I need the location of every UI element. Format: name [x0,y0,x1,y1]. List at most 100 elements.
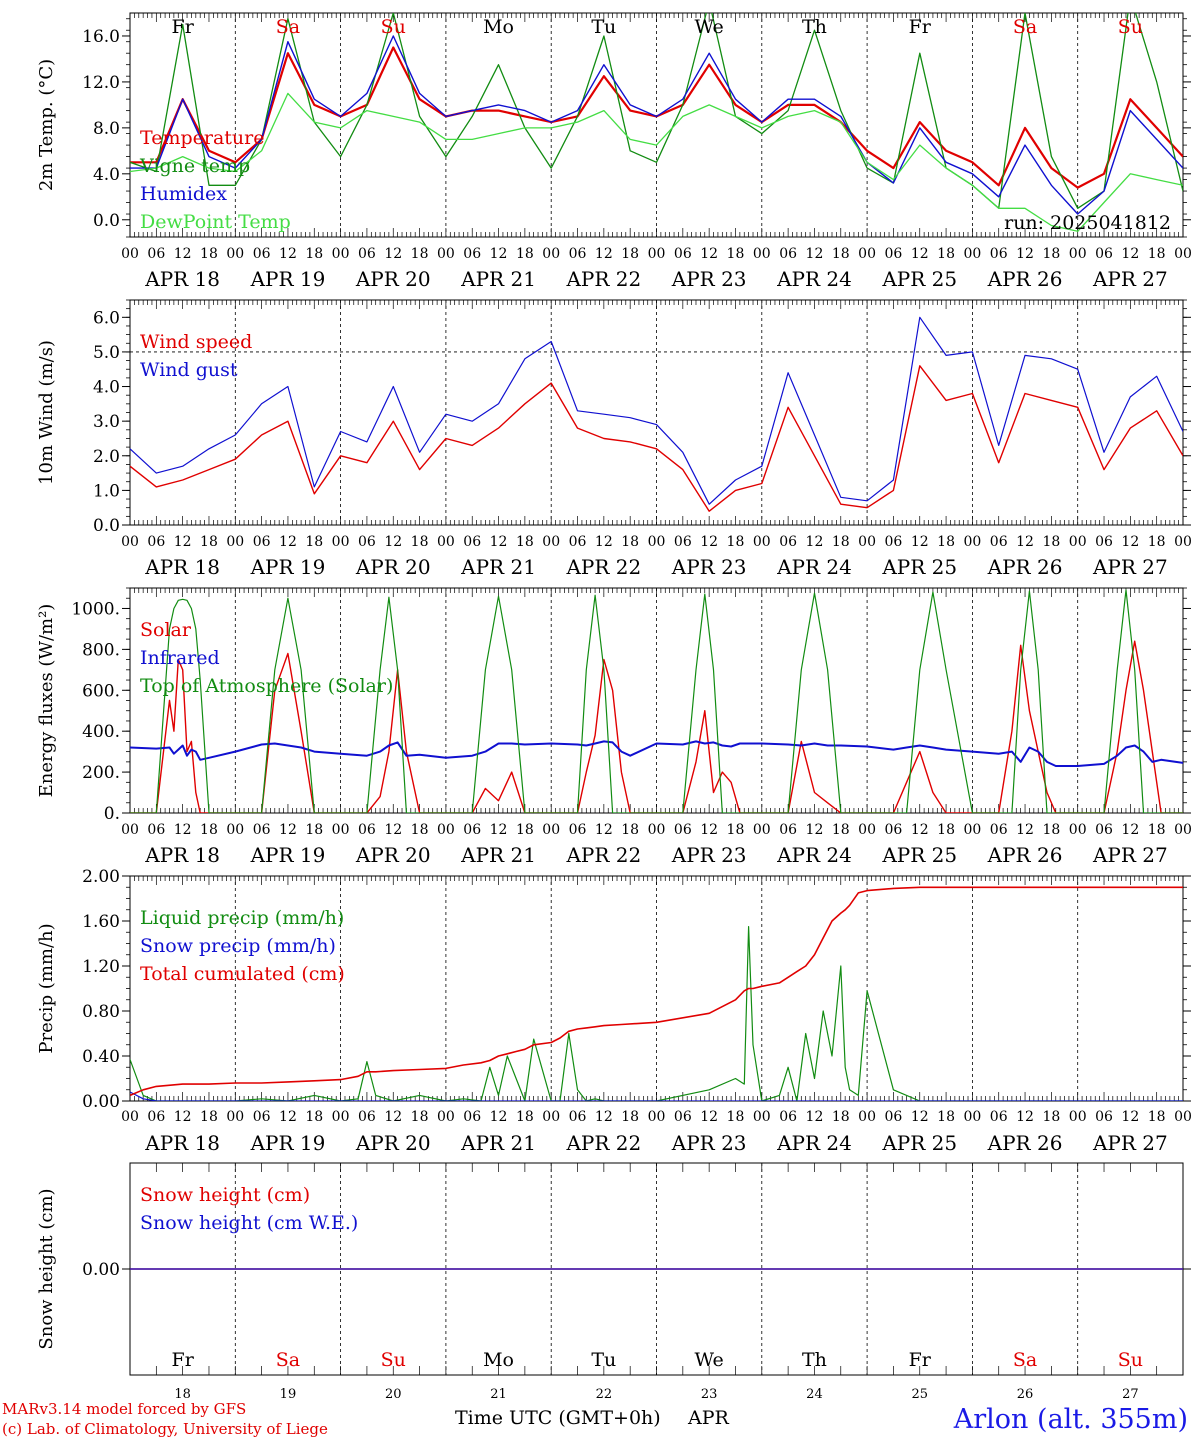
weekday-label: Th [802,16,827,38]
date-label: APR 21 [460,1131,536,1155]
series-line-top-of-atmosphere-solar- [130,589,1183,813]
weekday-label: Sa [1013,16,1037,38]
day-number-label: 18 [174,1387,191,1402]
day-number-label: 26 [1017,1387,1034,1402]
hour-tick-label: 00 [648,1109,666,1125]
y-tick-label: 2.0 [93,447,120,467]
hour-tick-label: 12 [490,822,508,838]
hour-tick-label: 18 [832,822,850,838]
hour-tick-label: 00 [542,534,560,550]
y-tick-label: 800. [82,640,120,660]
y-tick-label: 2.00 [82,867,120,887]
weekday-label: We [695,1349,724,1371]
date-label: APR 24 [776,843,852,867]
legend-entry: Vigne temp [139,155,250,177]
weekday-label: Su [381,1349,406,1371]
date-label: APR 22 [565,555,641,579]
location-label: Arlon (alt. 355m) [953,1404,1188,1435]
hour-tick-label: 12 [806,246,824,262]
hour-tick-label: 18 [1042,1109,1060,1125]
date-label: APR 19 [250,843,326,867]
hour-tick-label: 12 [1121,1109,1139,1125]
hour-tick-label: 18 [937,246,955,262]
hour-tick-label: 18 [516,534,534,550]
hour-tick-label: 00 [1174,246,1192,262]
hour-tick-label: 00 [753,246,771,262]
day-number-label: 27 [1122,1387,1139,1402]
weekday-label: Th [802,1349,827,1371]
series-line-solar [130,640,1183,813]
hour-tick-label: 12 [490,246,508,262]
hour-tick-label: 12 [1016,1109,1034,1125]
hour-tick-label: 00 [753,1109,771,1125]
series-line-liquid-precip-mm-h- [130,925,1183,1101]
weekday-label: Fr [909,1349,932,1371]
date-label: APR 18 [144,1131,220,1155]
hour-tick-label: 00 [1069,1109,1087,1125]
hour-tick-label: 06 [358,822,376,838]
hour-tick-label: 06 [253,822,271,838]
y-tick-label: 1000. [71,599,120,619]
x-axis-label: Time UTC (GMT+0h) [455,1407,661,1429]
hour-tick-label: 06 [1095,534,1113,550]
hour-tick-label: 06 [779,822,797,838]
hour-tick-label: 12 [279,534,297,550]
hour-tick-label: 18 [727,246,745,262]
date-label: APR 27 [1092,555,1168,579]
hour-tick-label: 00 [1069,822,1087,838]
y-tick-label: 8.0 [93,119,120,139]
hour-tick-label: 06 [885,822,903,838]
legend-entry: Wind speed [140,331,252,353]
hour-tick-label: 00 [226,246,244,262]
legend-entry: Humidex [140,183,227,205]
hour-tick-label: 06 [147,534,165,550]
hour-tick-label: 12 [1121,246,1139,262]
weekday-label: Su [381,16,406,38]
weekday-label: Fr [172,16,195,38]
hour-tick-label: 00 [648,246,666,262]
hour-tick-label: 00 [332,246,350,262]
legend-entry: Snow height (cm W.E.) [140,1212,358,1234]
hour-tick-label: 06 [990,822,1008,838]
hour-tick-label: 00 [858,1109,876,1125]
hour-tick-label: 18 [411,822,429,838]
weekday-label: Sa [1013,1349,1037,1371]
hour-tick-label: 12 [279,1109,297,1125]
plot-frame [129,12,1184,238]
hour-tick-label: 12 [911,246,929,262]
hour-tick-label: 06 [779,246,797,262]
series-line-vigne-temp [130,13,1183,209]
hour-tick-label: 00 [437,246,455,262]
date-label: APR 24 [776,555,852,579]
weekday-label: Su [1118,1349,1143,1371]
hour-tick-label: 12 [384,822,402,838]
hour-tick-label: 12 [700,534,718,550]
hour-tick-label: 06 [147,1109,165,1125]
hour-tick-label: 12 [911,1109,929,1125]
y-tick-label: 4.0 [93,378,120,398]
y-tick-label: 1.60 [82,912,120,932]
y-tick-label: 0.00 [82,1260,120,1280]
day-number-label: 25 [911,1387,928,1402]
hour-tick-label: 06 [990,534,1008,550]
legend-entry: Temperature [140,127,264,149]
date-label: APR 24 [776,1131,852,1155]
hour-tick-label: 06 [674,534,692,550]
hour-tick-label: 18 [516,1109,534,1125]
institution-credit: (c) Lab. of Climatology, University of L… [2,1420,328,1438]
legend-entry: Total cumulated (cm) [140,963,345,985]
hour-tick-label: 18 [727,1109,745,1125]
y-tick-label: 0.00 [82,1092,120,1112]
hour-tick-label: 00 [121,534,139,550]
hour-tick-label: 18 [305,246,323,262]
panel-precip: 0.00 0.40 0.80 1.20 1.60 2.00 Precip (mm/h) Liq… [36,867,1192,1155]
hour-tick-label: 18 [411,1109,429,1125]
hour-tick-label: 12 [595,822,613,838]
series-line-wind-speed [130,365,1183,512]
hour-tick-label: 06 [569,246,587,262]
hour-tick-label: 00 [963,822,981,838]
weekday-label: We [695,16,724,38]
date-label: APR 26 [987,843,1063,867]
model-credit: MARv3.14 model forced by GFS [2,1400,246,1418]
hour-tick-label: 00 [542,246,560,262]
